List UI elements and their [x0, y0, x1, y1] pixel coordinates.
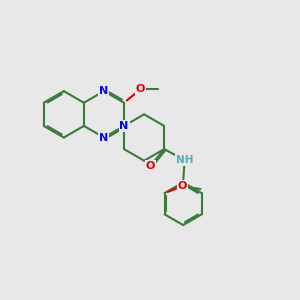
- Text: N: N: [99, 86, 109, 96]
- Text: O: O: [146, 161, 155, 171]
- Text: NH: NH: [176, 155, 194, 165]
- Text: O: O: [178, 181, 188, 191]
- Text: O: O: [136, 84, 145, 94]
- Text: N: N: [119, 121, 129, 131]
- Text: N: N: [99, 133, 109, 142]
